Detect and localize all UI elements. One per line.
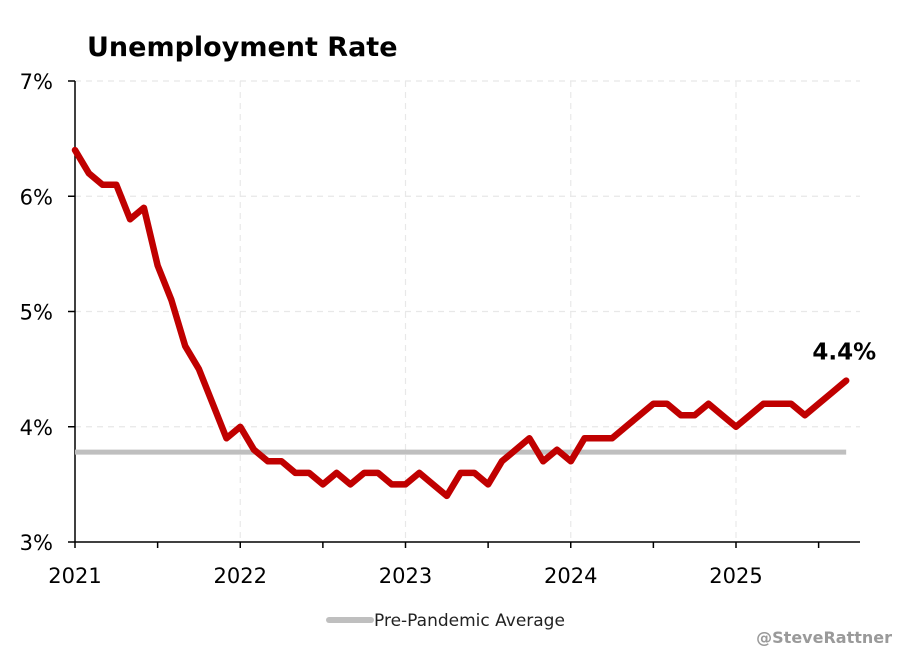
x-tick-label: 2022 xyxy=(214,564,267,588)
grid xyxy=(75,80,860,542)
y-axis: 7% 6% 5% 4% 3% xyxy=(20,70,75,555)
credit-text: @SteveRattner xyxy=(756,628,892,647)
x-tick-label: 2023 xyxy=(379,564,432,588)
end-value-label: 4.4% xyxy=(812,340,876,366)
y-tick-label: 6% xyxy=(20,185,53,209)
annotations: 4.4% xyxy=(812,340,876,366)
y-tick-label: 4% xyxy=(20,416,53,440)
series-group xyxy=(71,146,850,500)
unemployment-rate-line xyxy=(71,146,850,500)
y-tick-label: 5% xyxy=(20,301,53,325)
chart-title: Unemployment Rate xyxy=(87,32,398,63)
y-tick-label: 3% xyxy=(20,531,53,555)
x-tick-label: 2021 xyxy=(48,564,101,588)
x-axis: 2021 2022 2023 2024 2025 xyxy=(48,542,820,588)
legend: Pre-Pandemic Average xyxy=(326,611,565,631)
y-tick-label: 7% xyxy=(20,70,53,94)
x-tick-label: 2024 xyxy=(544,564,597,588)
legend-label: Pre-Pandemic Average xyxy=(374,611,565,631)
x-tick-label: 2025 xyxy=(709,564,762,588)
